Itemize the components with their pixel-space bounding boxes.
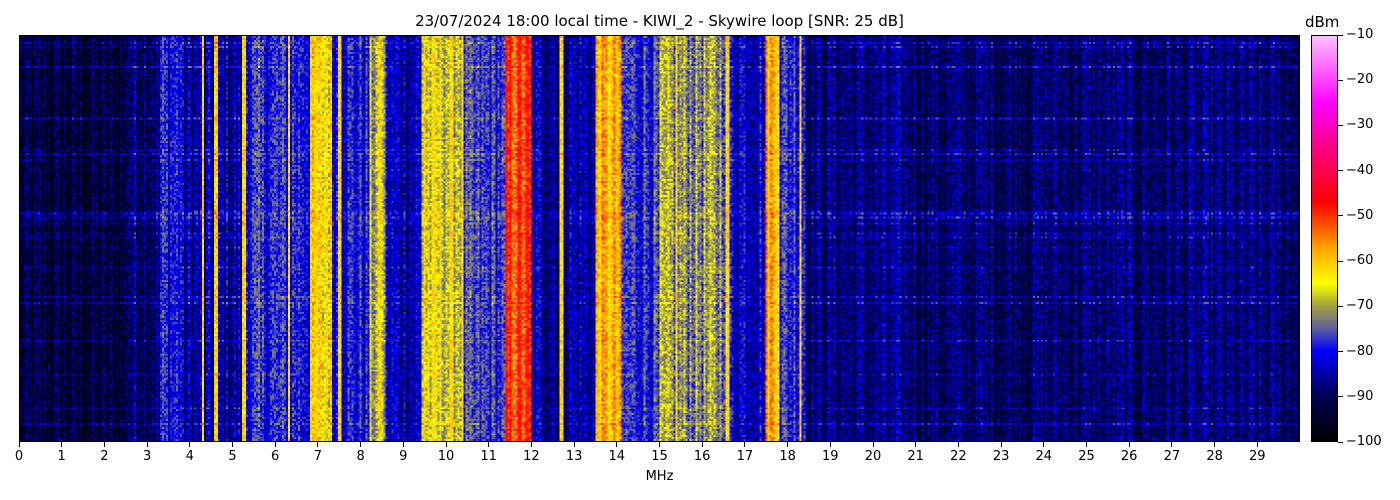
x-tick-label: 3: [142, 449, 152, 464]
x-tick-label: 7: [313, 449, 323, 464]
x-tick-label: 9: [399, 449, 408, 464]
chart-title: 23/07/2024 18:00 local time - KIWI_2 - S…: [415, 12, 904, 30]
waterfall-plot-area: [19, 35, 1300, 442]
x-tick-label: 15: [651, 449, 668, 464]
colorbar-tick-label: −70: [1346, 298, 1374, 314]
x-tick-label: 29: [1249, 449, 1266, 464]
colorbar-tick-label: −50: [1346, 207, 1374, 223]
x-tick-label: 13: [565, 449, 583, 464]
x-tick-label: 5: [228, 449, 237, 464]
x-tick-label: 17: [736, 449, 754, 464]
colorbar-tick-label: −30: [1346, 117, 1374, 133]
colorbar-tick-label: −100: [1346, 434, 1382, 449]
x-tick-label: 12: [523, 449, 540, 464]
x-tick-label: 1: [57, 449, 66, 464]
x-tick-label: 24: [1035, 449, 1053, 464]
x-tick-label: 22: [950, 449, 967, 464]
x-tick-label: 8: [356, 449, 365, 464]
x-tick-label: 25: [1078, 449, 1095, 464]
x-tick-label: 4: [185, 449, 194, 464]
colorbar-label: dBm: [1305, 13, 1340, 31]
x-tick-label: 18: [779, 449, 796, 464]
x-tick-label: 26: [1120, 449, 1138, 464]
x-tick-label: 20: [864, 449, 882, 464]
x-tick-label: 0: [14, 449, 24, 464]
x-tick-label: 11: [480, 449, 497, 464]
colorbar-tick-label: −90: [1346, 388, 1374, 404]
x-tick-label: 28: [1206, 449, 1223, 464]
colorbar-tick-label: −40: [1346, 162, 1374, 178]
colorbar-tick-label: −10: [1346, 27, 1374, 42]
x-tick-label: 10: [437, 449, 455, 464]
x-tick-label: 16: [693, 449, 711, 464]
x-tick-label: 19: [822, 449, 839, 464]
x-tick-label: 27: [1163, 449, 1181, 464]
x-tick-label: 6: [271, 449, 280, 464]
colorbar-tick-label: −60: [1346, 253, 1374, 269]
colorbar-tick-label: −80: [1346, 343, 1374, 359]
waterfall-heatmap: [20, 36, 1299, 441]
colorbar-tick-label: −20: [1346, 72, 1374, 88]
colorbar: [1311, 35, 1338, 442]
x-tick-label: 14: [608, 449, 626, 464]
x-tick-label: 23: [992, 449, 1010, 464]
x-tick-label: 21: [907, 449, 924, 464]
x-tick-label: 2: [100, 449, 109, 464]
x-axis-label: MHz: [645, 469, 674, 484]
